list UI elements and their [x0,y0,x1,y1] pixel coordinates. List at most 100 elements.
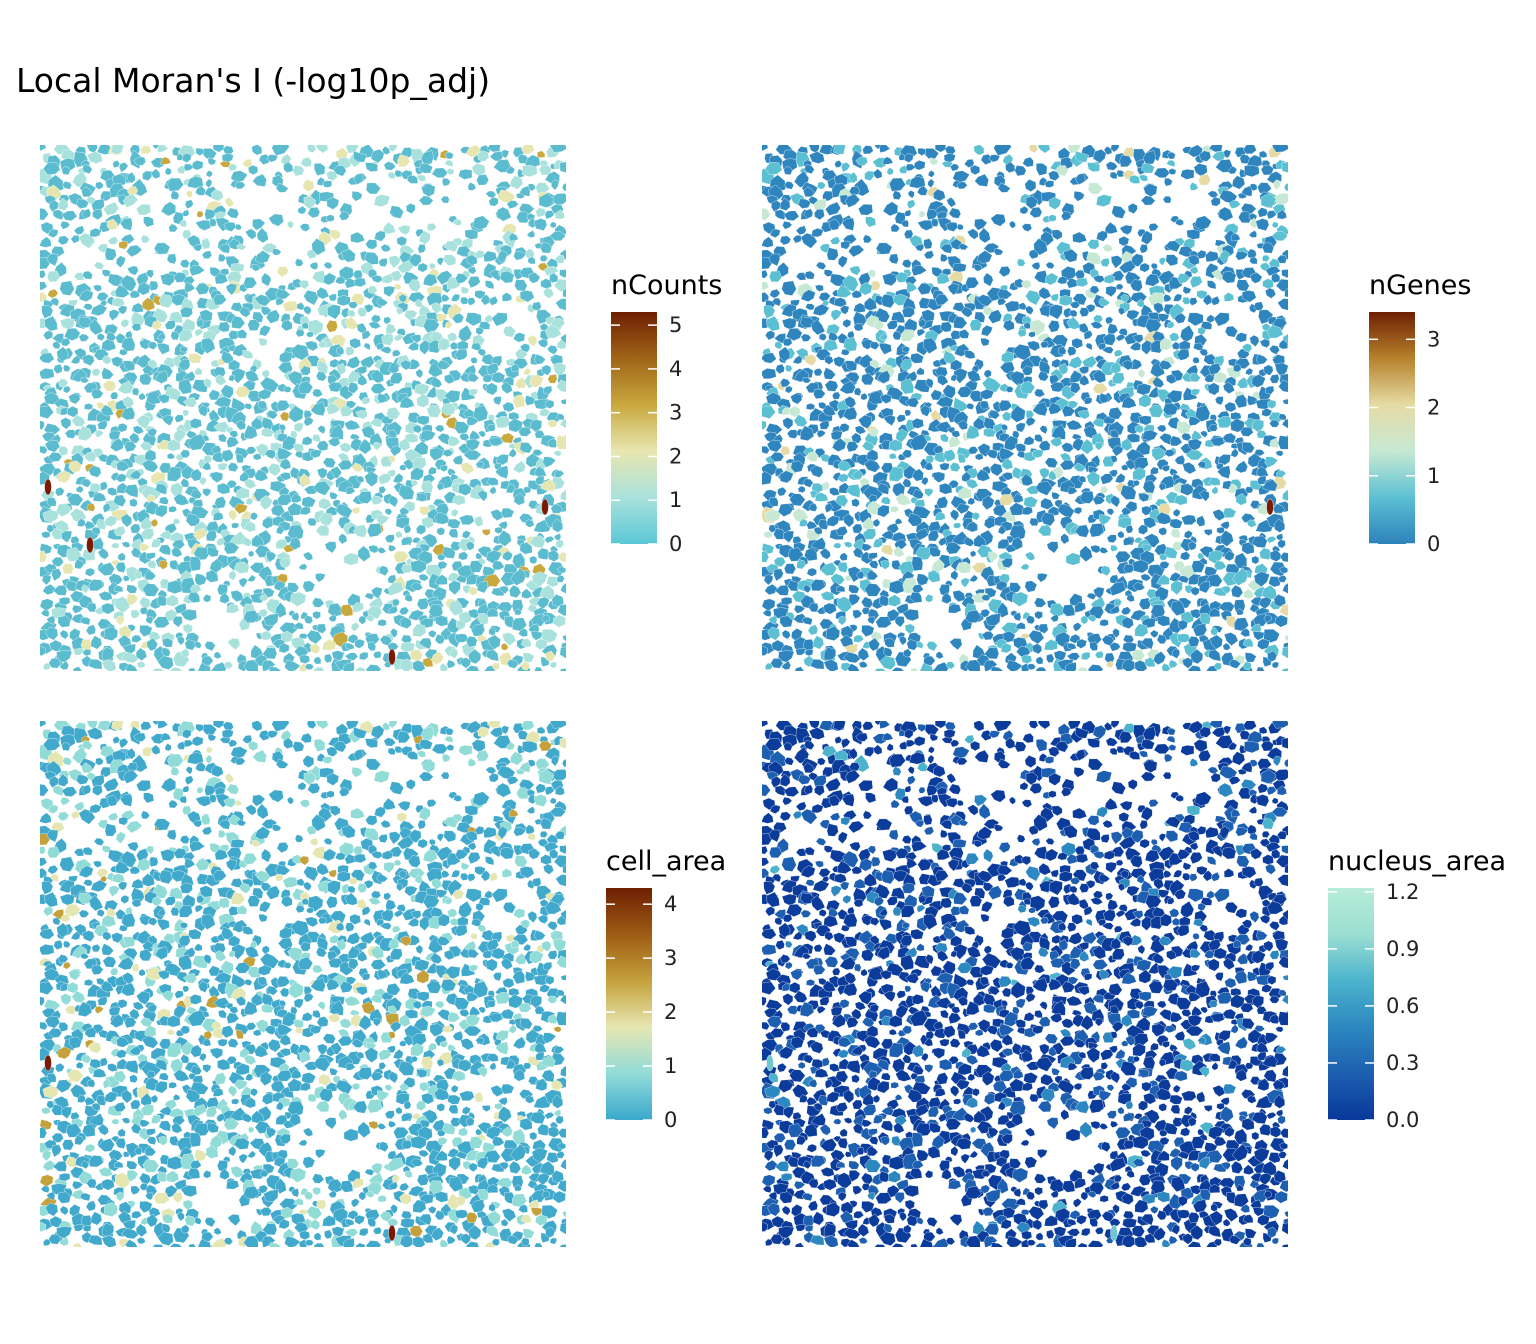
cell-polygon [990,666,1003,671]
cell-polygon [1153,302,1165,314]
cell-polygon [835,494,849,507]
cell-polygon [338,787,350,797]
cell-polygon [911,264,928,277]
cell-polygon [101,646,114,661]
cell-polygon [785,364,793,373]
cell-polygon [559,845,566,854]
cell-polygon [486,939,499,951]
cell-polygon [980,325,993,337]
cell-polygon [848,244,865,258]
cell-polygon [783,166,793,175]
cell-polygon [40,944,55,956]
cell-polygon [781,660,791,670]
cell-polygon [481,529,491,536]
cell-polygon [843,336,858,352]
cell-polygon [875,242,893,255]
cell-polygon [1075,277,1089,288]
cell-polygon [551,755,560,767]
cell-polygon [157,721,169,729]
spatial-map-cell-area [40,721,566,1247]
cell-polygon [560,398,566,405]
cell-polygon [1092,369,1106,384]
cell-polygon [549,231,566,241]
cell-polygon [82,930,95,943]
cell-polygon [984,647,1000,660]
cell-polygon [235,453,244,464]
cell-polygon [322,756,333,764]
cell-polygon [1277,539,1286,549]
cell-polygon [389,445,402,457]
cell-polygon [1120,438,1133,452]
cell-polygon [976,250,993,264]
cell-polygon [261,848,272,863]
cell-polygon [61,530,73,543]
cell-polygon [437,257,445,266]
cell-polygon [526,806,535,814]
cell-polygon [454,421,470,434]
cell-polygon [176,636,185,646]
cell-polygon [201,814,211,826]
cell-polygon [312,434,321,442]
cell-polygon [1235,332,1248,343]
cell-polygon [311,597,325,608]
cell-polygon [393,909,404,918]
cell-polygon [100,404,115,417]
cell-polygon [101,367,114,380]
cell-polygon [904,623,915,635]
cell-polygon [40,928,55,940]
cell-polygon [417,838,428,849]
cell-polygon [86,145,98,154]
cell-polygon [257,400,267,410]
cell-polygon [825,626,841,641]
cell-polygon [1245,652,1257,663]
cell-polygon [306,331,314,338]
cell-polygon [1173,494,1188,506]
cell-polygon [364,593,375,600]
cell-polygon [1262,479,1278,492]
cell-polygon [1268,345,1280,355]
cell-polygon [1208,145,1223,153]
cell-polygon [1092,314,1104,323]
cell-polygon [474,866,486,876]
colorbar-tick-label: 3 [669,401,682,425]
cell-polygon [279,424,286,431]
cell-polygon [477,348,487,357]
cell-polygon [559,668,566,671]
cell-polygon [1025,614,1035,625]
cell-polygon [317,425,326,435]
cell-polygon [900,359,913,371]
cell-polygon [287,796,294,805]
cell-polygon [1022,156,1034,168]
cell-polygon [889,452,898,460]
cell-polygon [113,494,127,507]
cell-polygon [333,165,347,177]
cell-polygon [95,181,104,190]
cell-polygon [1038,440,1051,452]
cell-polygon [553,854,566,868]
cell-polygon [864,170,875,182]
cell-polygon [534,930,546,941]
cell-polygon [160,732,172,741]
cell-polygon [892,331,902,341]
cell-polygon [544,210,555,220]
cell-polygon [900,378,914,395]
cell-polygon [1126,309,1140,321]
cell-polygon [271,248,282,256]
cell-polygon [271,824,282,832]
cell-polygon [814,209,825,221]
cell-polygon [120,318,130,329]
hotspot-cell [1266,498,1274,516]
cell-polygon [848,594,861,607]
cell-polygon [42,738,61,751]
cell-polygon [774,468,784,478]
cell-polygon [1015,422,1026,433]
cell-polygon [182,209,190,217]
cell-polygon [179,922,188,929]
cell-polygon [85,624,96,636]
cell-polygon [117,423,128,433]
cell-polygon [993,248,1004,256]
cell-polygon [451,494,466,506]
cell-polygon [513,908,526,919]
cell-polygon [339,442,352,453]
